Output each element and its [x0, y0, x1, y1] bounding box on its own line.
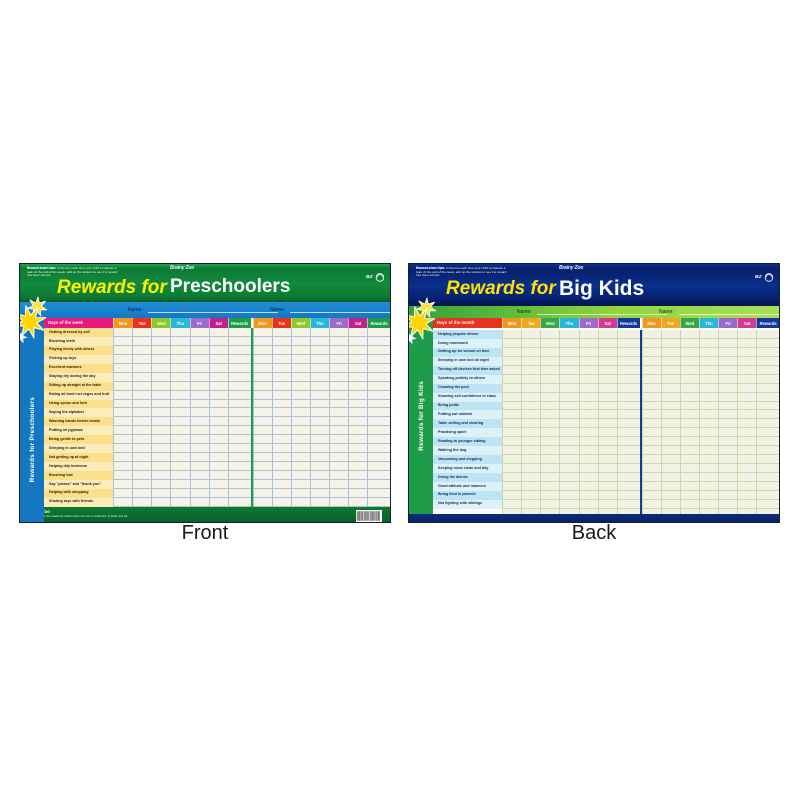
- svg-text:BZ: BZ: [755, 274, 763, 280]
- svg-text:BZ: BZ: [366, 274, 374, 280]
